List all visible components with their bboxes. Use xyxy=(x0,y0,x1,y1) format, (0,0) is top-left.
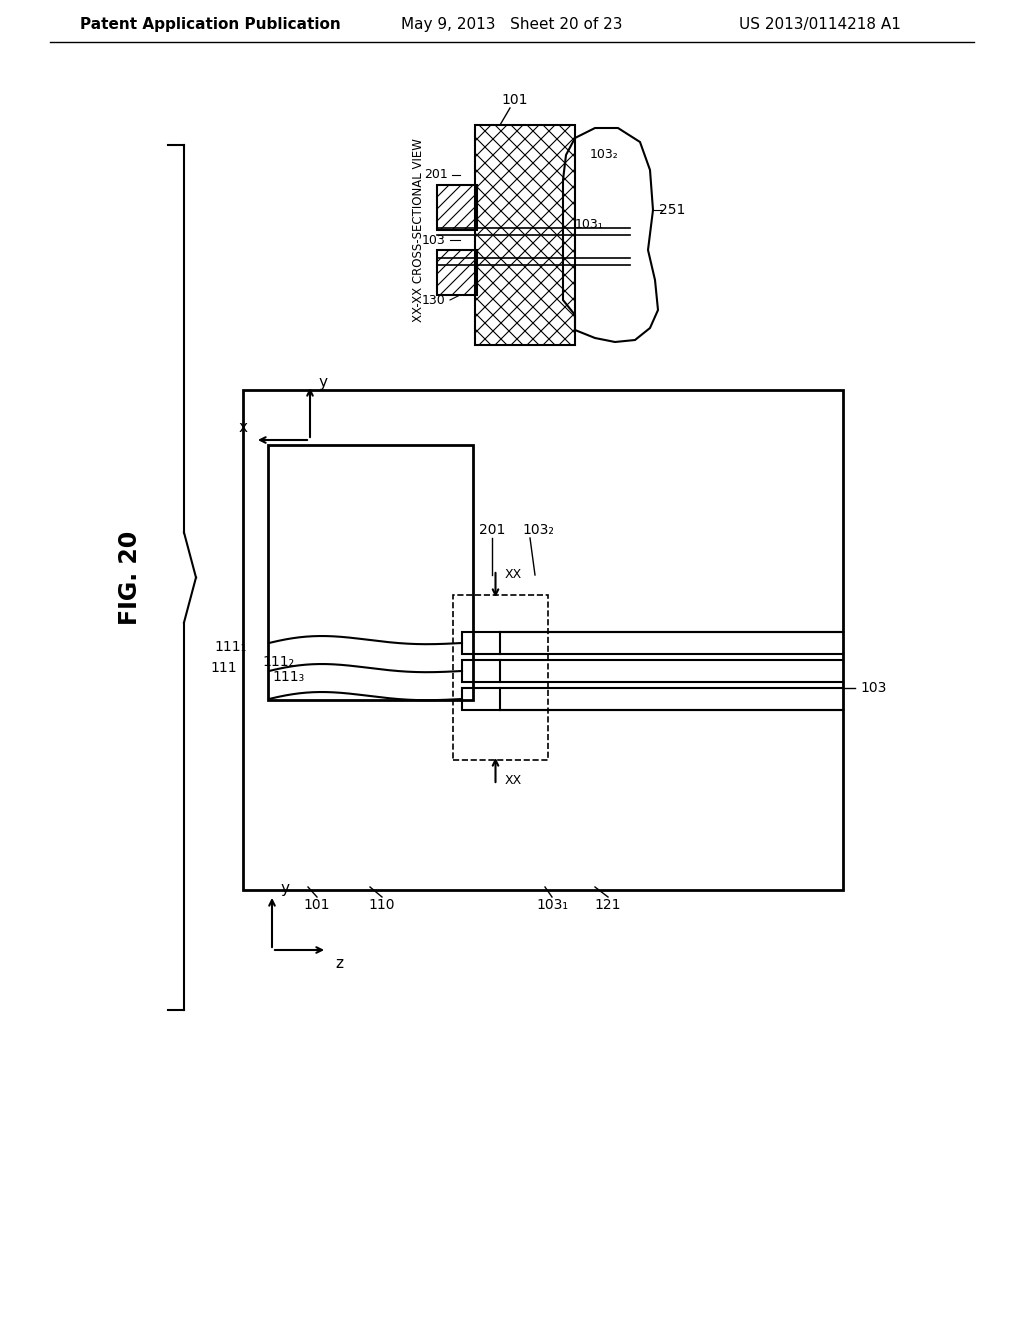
Text: FIG. 20: FIG. 20 xyxy=(118,531,142,624)
Text: 110: 110 xyxy=(369,898,395,912)
Text: 251: 251 xyxy=(658,203,685,216)
Text: 101: 101 xyxy=(502,92,528,107)
Text: 101: 101 xyxy=(304,898,331,912)
Text: 111₃: 111₃ xyxy=(272,671,304,684)
Text: 103: 103 xyxy=(421,234,445,247)
Bar xyxy=(437,185,477,230)
Bar xyxy=(437,249,477,294)
Bar xyxy=(453,595,548,760)
Bar xyxy=(475,125,575,345)
Text: XX: XX xyxy=(505,774,522,787)
Text: 111: 111 xyxy=(210,661,237,675)
Text: 103₁: 103₁ xyxy=(575,219,604,231)
Text: 201: 201 xyxy=(424,169,449,181)
Bar xyxy=(462,660,500,682)
Bar xyxy=(462,688,500,710)
Text: 111₁: 111₁ xyxy=(215,640,247,653)
Text: XX-XX CROSS-SECTIONAL VIEW: XX-XX CROSS-SECTIONAL VIEW xyxy=(412,139,425,322)
Text: 103₂: 103₂ xyxy=(522,523,554,537)
Text: z: z xyxy=(335,956,343,970)
Text: 103₁: 103₁ xyxy=(536,898,568,912)
Text: x: x xyxy=(239,420,248,434)
Text: 121: 121 xyxy=(595,898,622,912)
Text: 103: 103 xyxy=(860,681,887,696)
Bar xyxy=(243,389,843,890)
Text: y: y xyxy=(281,880,290,895)
Bar xyxy=(268,445,473,700)
Bar xyxy=(462,632,500,653)
Text: 111₂: 111₂ xyxy=(262,655,294,669)
Text: US 2013/0114218 A1: US 2013/0114218 A1 xyxy=(739,17,901,33)
Text: Patent Application Publication: Patent Application Publication xyxy=(80,17,340,33)
Text: 130: 130 xyxy=(421,293,445,306)
Text: 201: 201 xyxy=(479,523,505,537)
Text: XX: XX xyxy=(505,569,522,582)
Text: May 9, 2013   Sheet 20 of 23: May 9, 2013 Sheet 20 of 23 xyxy=(401,17,623,33)
Text: 103₂: 103₂ xyxy=(590,149,618,161)
Text: y: y xyxy=(318,375,328,389)
